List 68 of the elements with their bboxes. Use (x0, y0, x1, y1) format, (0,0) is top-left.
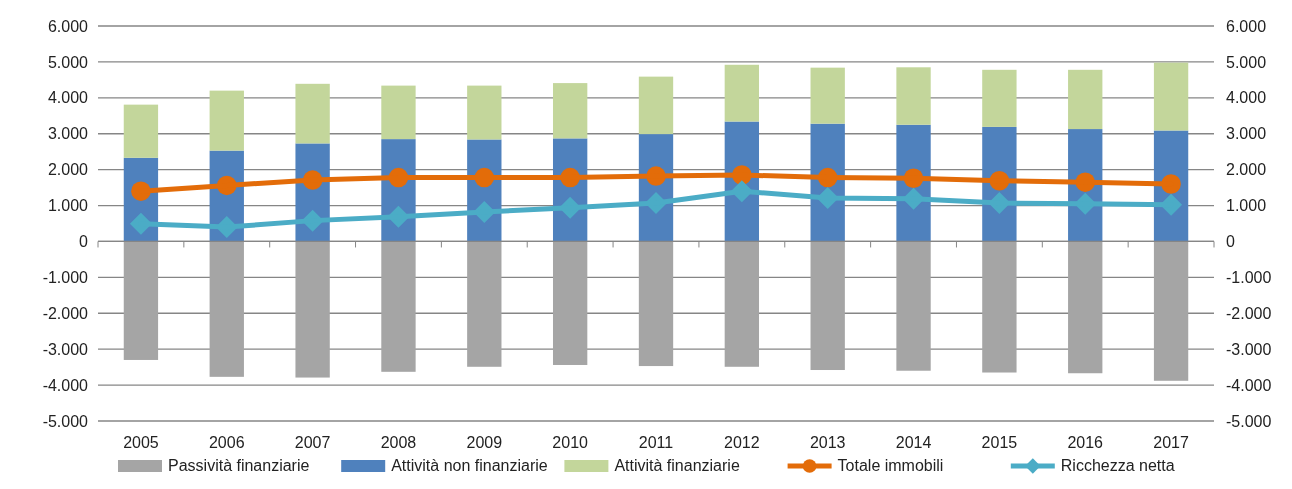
y-tick-label: 5.000 (47, 53, 89, 71)
bar (982, 69, 1017, 127)
bar (209, 90, 244, 151)
y-tick-label: 4.000 (47, 89, 89, 107)
y2-tick-label: -2.000 (1226, 304, 1272, 322)
bar (1068, 241, 1103, 374)
bar (896, 67, 931, 125)
legend-label: Attività non finanziarie (391, 457, 548, 474)
y2-tick-label: 4.000 (1226, 89, 1267, 107)
y2-tick-label: -1.000 (1226, 268, 1272, 286)
x-tick-label: 2012 (724, 434, 760, 451)
x-tick-label: 2005 (123, 434, 159, 451)
y2-tick-label: 5.000 (1226, 53, 1267, 71)
x-tick-label: 2008 (380, 434, 417, 451)
y-tick-label: 3.000 (47, 125, 89, 143)
x-tick-label: 2009 (466, 434, 503, 451)
x-tick-label: 2016 (1067, 434, 1104, 451)
y-tick-label: -5.000 (42, 412, 89, 430)
y2-tick-label: 1.000 (1226, 197, 1267, 215)
y2-tick-label: -3.000 (1226, 340, 1272, 358)
bar (724, 64, 760, 122)
bar (552, 241, 588, 365)
y2-tick-label: 2.000 (1226, 161, 1267, 179)
y-tick-label: 2.000 (47, 161, 89, 179)
x-tick-label: 2007 (294, 434, 331, 451)
bar (1068, 69, 1103, 130)
x-tick-label: 2010 (552, 434, 589, 451)
bar (1153, 241, 1189, 381)
bar (638, 76, 674, 135)
bar (295, 241, 330, 378)
legend-label: Passività finanziarie (168, 457, 310, 474)
bar (982, 241, 1017, 373)
bar (896, 241, 931, 371)
bar (381, 241, 416, 372)
legend-label: Ricchezza netta (1060, 457, 1175, 474)
y2-tick-label: 6.000 (1226, 17, 1267, 35)
bar (467, 241, 502, 367)
x-tick-label: 2014 (895, 434, 932, 451)
x-tick-label: 2013 (809, 434, 846, 451)
bar (552, 83, 588, 139)
bar (123, 104, 159, 158)
y-tick-label: 0 (79, 233, 89, 251)
y-tick-label: -2.000 (42, 304, 89, 322)
bar (724, 241, 760, 367)
y-tick-label: -4.000 (42, 376, 89, 394)
y-tick-label: -3.000 (42, 340, 89, 358)
y-tick-label: 6.000 (47, 17, 89, 35)
y2-tick-label: 3.000 (1226, 125, 1267, 143)
y-tick-label: 1.000 (47, 197, 89, 215)
y2-tick-label: -4.000 (1226, 376, 1272, 394)
bar (1153, 62, 1189, 131)
bar (381, 85, 416, 140)
bar (209, 241, 244, 377)
x-tick-label: 2015 (981, 434, 1018, 451)
x-tick-label: 2017 (1153, 434, 1189, 451)
x-tick-label: 2006 (208, 434, 245, 451)
bar (810, 241, 845, 371)
bar (123, 241, 159, 360)
legend-label: Attività finanziarie (614, 457, 740, 474)
y2-tick-label: 0 (1226, 233, 1235, 251)
bar (810, 67, 845, 124)
legend-label: Totale immobili (837, 457, 944, 474)
bar (467, 85, 502, 140)
bar (295, 83, 330, 144)
bar (638, 241, 674, 367)
x-tick-label: 2011 (638, 434, 674, 451)
y-tick-label: -1.000 (42, 268, 89, 286)
y2-tick-label: -5.000 (1226, 412, 1272, 430)
